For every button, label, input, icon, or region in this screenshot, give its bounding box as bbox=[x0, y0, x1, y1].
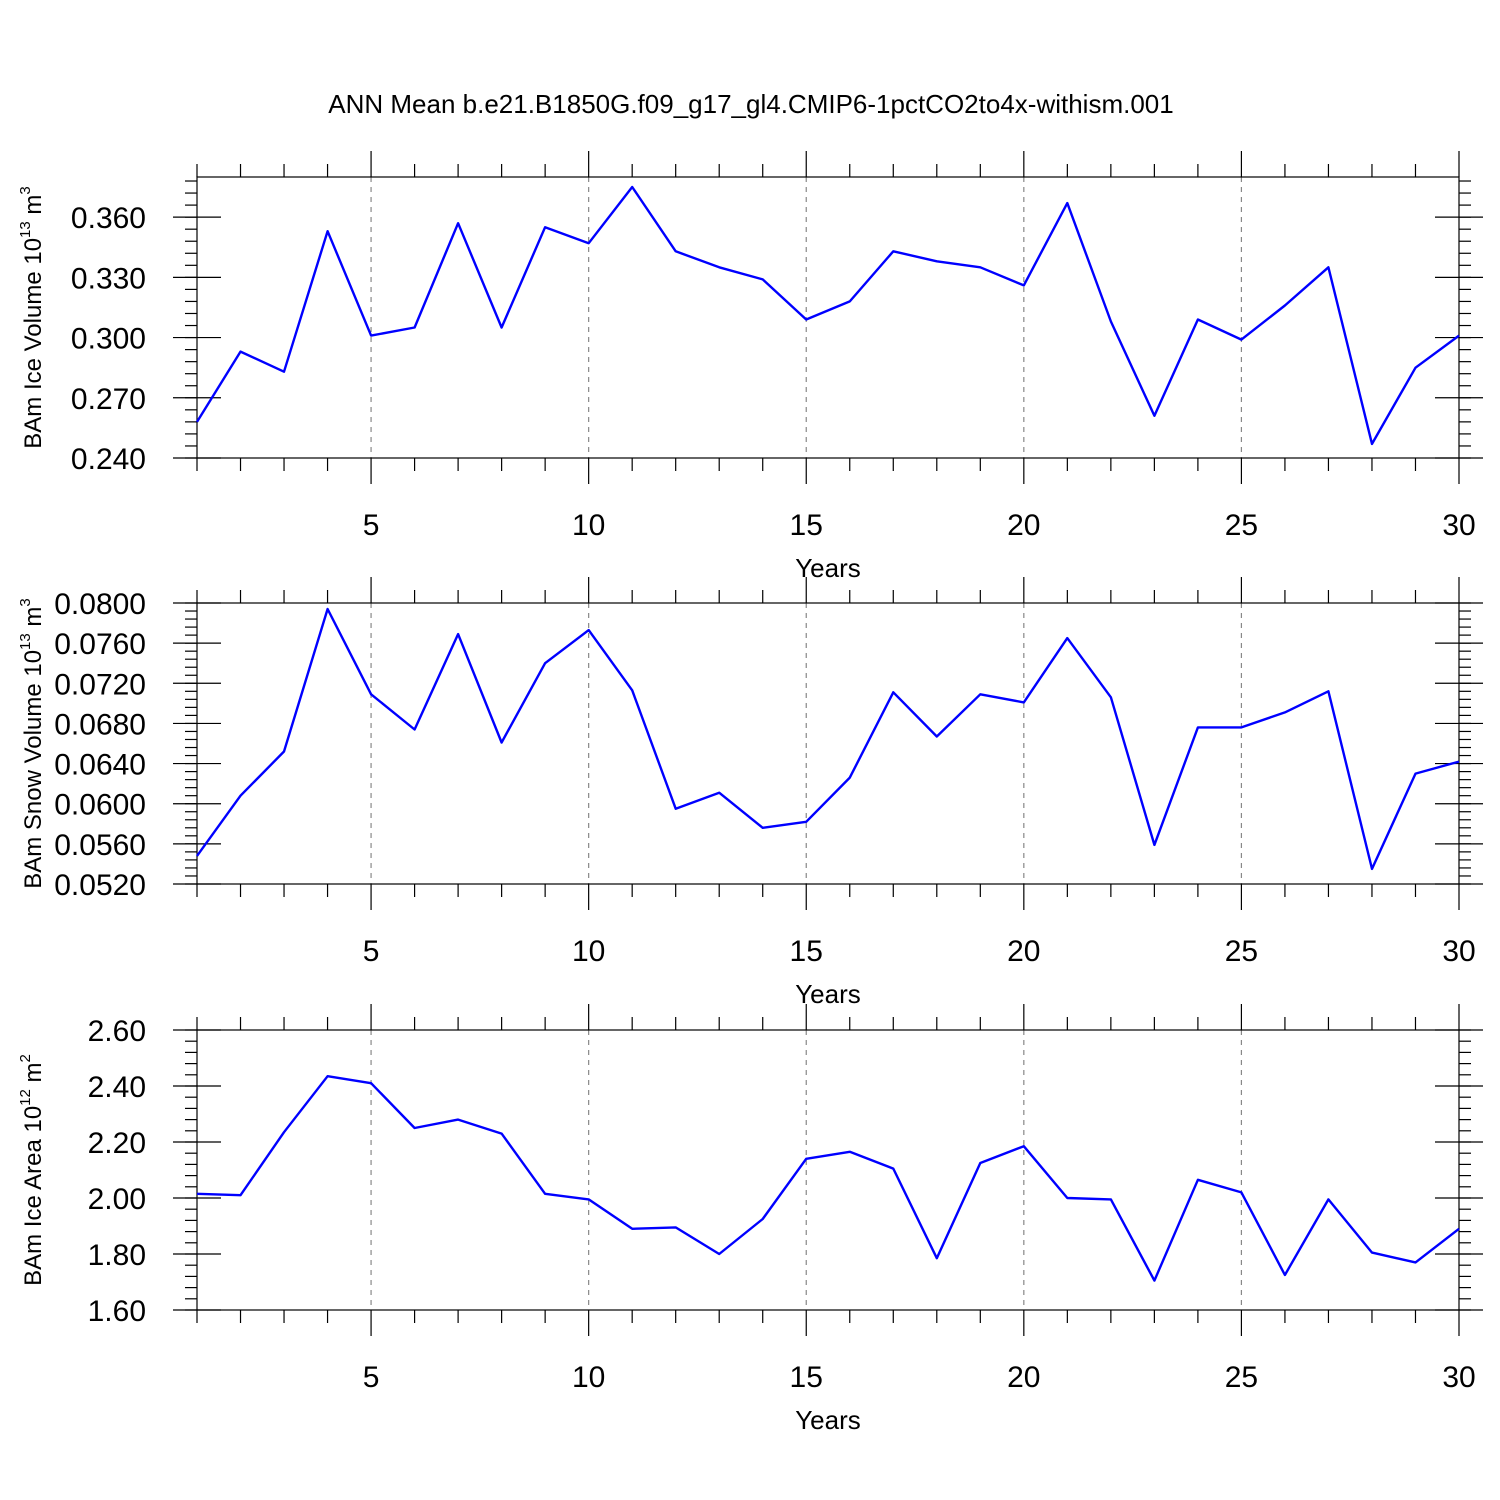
y-tick-label: 0.330 bbox=[71, 262, 146, 295]
y-axis-label: BAm Ice Volume 1013 m3 bbox=[17, 186, 47, 448]
series-line bbox=[196, 607, 1460, 871]
y-tick-label: 0.360 bbox=[71, 202, 146, 235]
x-axis-label: Years bbox=[795, 553, 861, 583]
x-tick-label: 20 bbox=[1007, 509, 1040, 542]
panel-3: 1.60 1.80 2.00 2.20 2.40 2.60 5 10 15 20 25 30 Years… bbox=[17, 1004, 1483, 1435]
y-tick-label: 0.0720 bbox=[54, 668, 146, 701]
series-line bbox=[196, 1074, 1460, 1282]
x-tick-label: 25 bbox=[1225, 935, 1258, 968]
x-tick-label: 5 bbox=[363, 1361, 380, 1394]
x-tick-label: 30 bbox=[1442, 509, 1475, 542]
x-tick-label: 25 bbox=[1225, 509, 1258, 542]
panel-1: 0.240 0.270 0.300 0.330 0.360 5 10 15 20 25 30 Year… bbox=[17, 151, 1483, 583]
x-tick-label: 15 bbox=[790, 509, 823, 542]
y-tick-label: 0.270 bbox=[71, 383, 146, 416]
y-tick-label: 2.00 bbox=[88, 1183, 146, 1216]
x-tick-label: 20 bbox=[1007, 1361, 1040, 1394]
panel-2: 0.0520 0.0560 0.0600 0.0640 0.0680 0.0720 0.07… bbox=[17, 577, 1483, 1009]
x-tick-label: 10 bbox=[572, 1361, 605, 1394]
y-tick-label: 0.0680 bbox=[54, 708, 146, 741]
chart-panels: 0.240 0.270 0.300 0.330 0.360 5 10 15 20 25 30 Year… bbox=[17, 151, 1483, 1435]
x-tick-label: 15 bbox=[790, 935, 823, 968]
y-tick-label: 2.60 bbox=[88, 1015, 146, 1048]
y-tick-label: 2.20 bbox=[88, 1127, 146, 1160]
x-tick-label: 5 bbox=[363, 935, 380, 968]
x-axis-label: Years bbox=[795, 1405, 861, 1435]
y-axis-label: BAm Ice Area 1012 m2 bbox=[17, 1054, 47, 1286]
x-tick-label: 15 bbox=[790, 1361, 823, 1394]
y-tick-label: 0.0600 bbox=[54, 789, 146, 822]
plot-frame bbox=[196, 1029, 1460, 1311]
y-tick-label: 1.80 bbox=[88, 1239, 146, 1272]
x-axis-label: Years bbox=[795, 979, 861, 1009]
y-tick-label: 0.0800 bbox=[54, 588, 146, 621]
y-tick-label: 0.0520 bbox=[54, 869, 146, 902]
x-tick-label: 10 bbox=[572, 935, 605, 968]
y-tick-label: 0.0560 bbox=[54, 829, 146, 862]
plot-frame bbox=[196, 176, 1460, 459]
series-line bbox=[195, 185, 1460, 446]
x-tick-label: 25 bbox=[1225, 1361, 1258, 1394]
y-tick-label: 2.40 bbox=[88, 1071, 146, 1104]
x-tick-label: 5 bbox=[363, 509, 380, 542]
y-tick-label: 0.0760 bbox=[54, 628, 146, 661]
x-tick-label: 30 bbox=[1442, 1361, 1475, 1394]
y-axis-label: BAm Snow Volume 1013 m3 bbox=[17, 598, 47, 889]
x-tick-label: 10 bbox=[572, 509, 605, 542]
y-tick-label: 0.0640 bbox=[54, 749, 146, 782]
x-tick-label: 30 bbox=[1442, 935, 1475, 968]
chart-title: ANN Mean b.e21.B1850G.f09_g17_gl4.CMIP6-… bbox=[328, 89, 1173, 119]
plot-frame bbox=[196, 602, 1460, 885]
y-tick-label: 0.300 bbox=[71, 323, 146, 356]
y-tick-label: 0.240 bbox=[71, 443, 146, 476]
x-tick-label: 20 bbox=[1007, 935, 1040, 968]
y-tick-label: 1.60 bbox=[88, 1295, 146, 1328]
